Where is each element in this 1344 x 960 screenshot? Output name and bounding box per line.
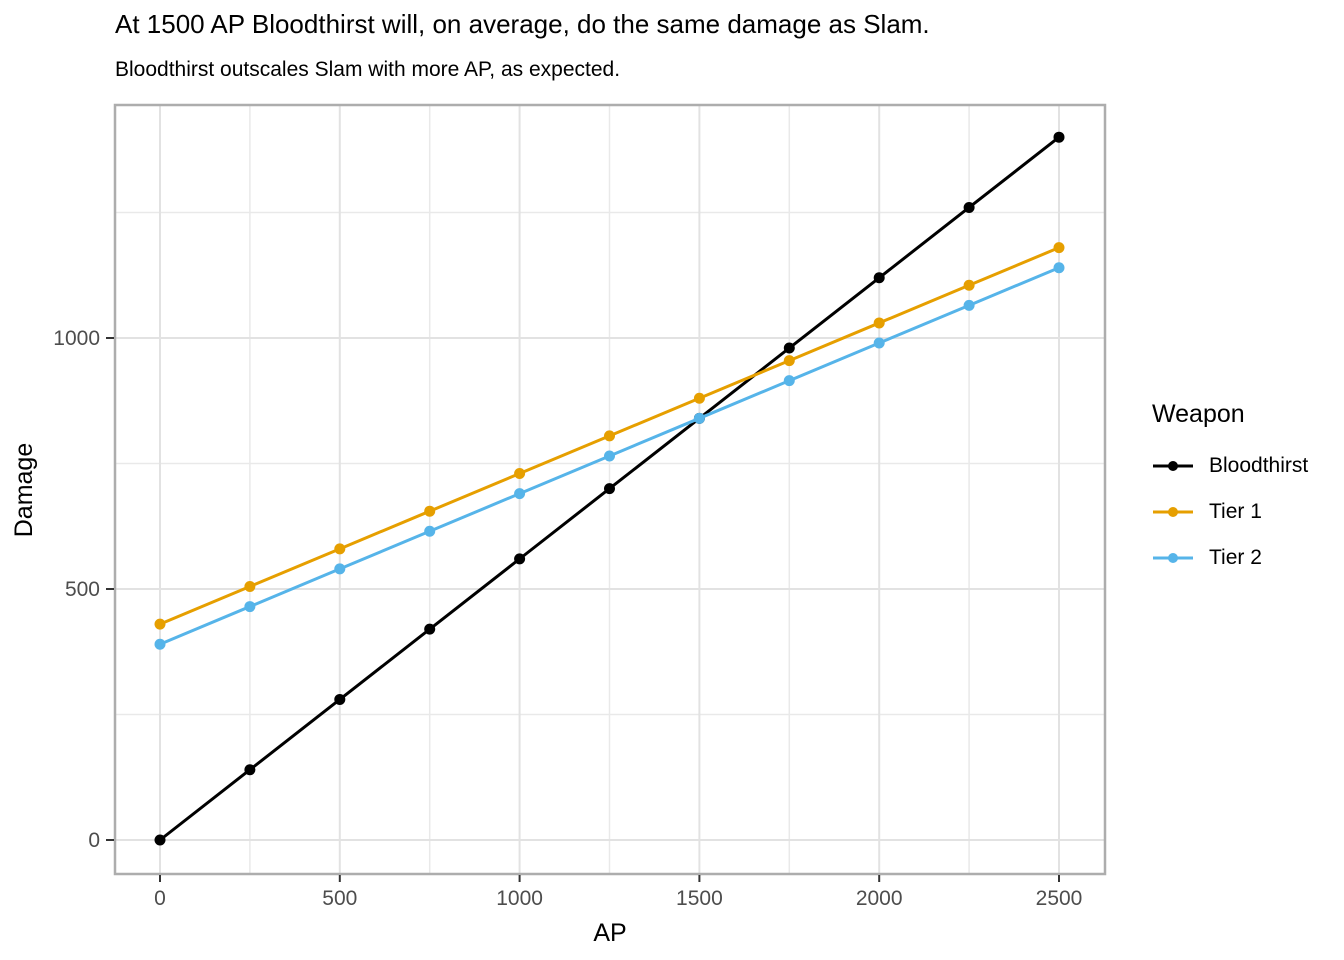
data-point-tier-1 (424, 505, 436, 517)
x-axis-title: AP (593, 919, 626, 947)
data-point-bloodthirst (154, 834, 166, 846)
data-point-tier-1 (1053, 242, 1065, 254)
legend-key-point (1168, 461, 1178, 471)
x-tick-label: 1000 (496, 887, 543, 910)
data-point-bloodthirst (334, 693, 346, 705)
data-point-bloodthirst (783, 342, 795, 354)
legend-item-bloodthirst: Bloodthirst (1150, 443, 1308, 489)
data-point-tier-1 (873, 317, 885, 329)
data-point-tier-2 (154, 638, 166, 650)
y-axis-title: Damage (10, 443, 38, 538)
legend-key-icon-tier-2 (1153, 553, 1193, 563)
data-point-tier-2 (604, 450, 615, 462)
x-tick-label: 1500 (676, 887, 723, 910)
chart-subtitle: Bloodthirst outscales Slam with more AP,… (115, 58, 621, 81)
legend-item-tier-1: Tier 1 (1150, 489, 1308, 535)
legend-items: Bloodthirst Tier 1 Tier 2 (1150, 443, 1308, 581)
data-point-bloodthirst (963, 201, 975, 213)
data-point-tier-1 (154, 618, 166, 630)
panel-frame (113, 103, 1107, 876)
data-point-tier-1 (693, 392, 705, 404)
data-point-tier-2 (963, 299, 975, 311)
y-tick-label: 0 (88, 829, 100, 852)
x-tick-label: 500 (322, 887, 357, 910)
legend-label-tier-1: Tier 1 (1209, 500, 1262, 523)
data-point-bloodthirst (514, 553, 526, 565)
y-tick-label: 500 (65, 578, 100, 601)
x-tick-label: 2500 (1036, 887, 1083, 910)
legend-key-icon-tier-1 (1153, 507, 1193, 517)
data-point-tier-2 (424, 525, 436, 537)
data-point-tier-1 (604, 430, 615, 442)
legend-key-point (1168, 507, 1178, 517)
data-point-tier-2 (334, 563, 346, 575)
data-point-tier-2 (783, 375, 795, 387)
data-point-bloodthirst (873, 272, 885, 284)
data-point-bloodthirst (604, 483, 615, 495)
legend-key-icon-bloodthirst (1153, 461, 1193, 471)
legend-label-bloodthirst: Bloodthirst (1209, 454, 1309, 477)
panel-border (113, 103, 1107, 876)
data-point-tier-1 (244, 580, 256, 592)
legend: Weapon Bloodthirst Tier 1 Tier 2 (1150, 400, 1308, 581)
data-point-tier-2 (244, 601, 256, 613)
data-point-tier-1 (783, 355, 795, 367)
data-point-bloodthirst (424, 623, 436, 635)
legend-key-point (1168, 553, 1178, 563)
data-point-tier-2 (873, 337, 885, 349)
y-tick-label: 1000 (53, 327, 100, 350)
data-point-bloodthirst (244, 764, 256, 776)
data-point-tier-1 (334, 543, 346, 555)
data-point-bloodthirst (1053, 131, 1065, 143)
gridlines (115, 105, 1105, 874)
legend-title: Weapon (1152, 400, 1245, 428)
data-point-tier-1 (514, 468, 526, 480)
data-point-tier-1 (963, 279, 975, 291)
data-point-tier-2 (693, 412, 705, 424)
data-series (154, 131, 1065, 846)
x-tick-label: 2000 (856, 887, 903, 910)
chart-title: At 1500 AP Bloodthirst will, on average,… (115, 9, 930, 39)
x-tick-label: 0 (154, 887, 166, 910)
data-point-tier-2 (514, 488, 526, 500)
legend-label-tier-2: Tier 2 (1209, 546, 1262, 569)
legend-item-tier-2: Tier 2 (1150, 535, 1308, 581)
data-point-tier-2 (1053, 262, 1065, 274)
axes: 0 500 1000 1500 2000 2500 0 500 1000 (53, 327, 1082, 910)
